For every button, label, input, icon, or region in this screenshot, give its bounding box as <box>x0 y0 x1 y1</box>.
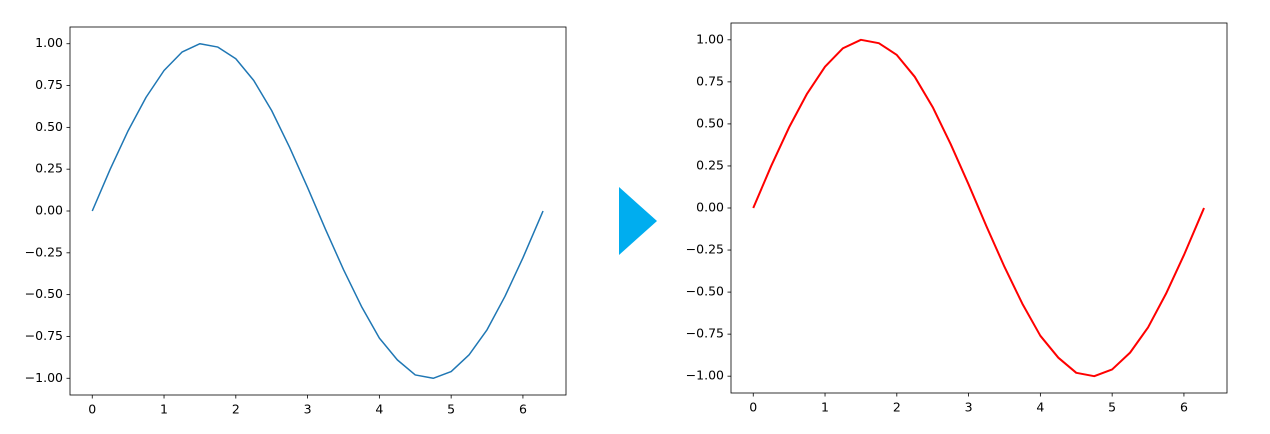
y-tick-label: −1.00 <box>686 368 724 383</box>
x-tick-label: 1 <box>160 402 168 417</box>
y-tick-label: 0.50 <box>35 119 63 134</box>
arrow <box>619 187 657 255</box>
x-tick-label: 4 <box>1036 400 1044 415</box>
y-tick-label: 0.00 <box>35 203 63 218</box>
x-tick-label: 2 <box>232 402 240 417</box>
x-tick-label: 5 <box>1108 400 1116 415</box>
y-tick-label: 0.25 <box>35 161 63 176</box>
x-tick-label: 5 <box>447 402 455 417</box>
line <box>91 42 544 380</box>
y-tick-label: 0.75 <box>35 77 63 92</box>
x-tick-label: 6 <box>1180 400 1188 415</box>
x-tick-label: 0 <box>749 400 757 415</box>
y-tick-label: 0.00 <box>696 200 724 215</box>
y-tick-label: −0.50 <box>686 284 724 299</box>
y-tick-label: 1.00 <box>696 31 724 46</box>
y-tick-label: −1.00 <box>25 370 63 385</box>
y-tick-label: 0.75 <box>696 73 724 88</box>
y-tick-label: 0.50 <box>696 115 724 130</box>
x-tick-label: 4 <box>375 402 383 417</box>
y-tick-label: −0.25 <box>686 242 724 257</box>
line <box>752 38 1205 378</box>
x-tick-label: 2 <box>893 400 901 415</box>
y-tick-label: −0.25 <box>25 244 63 259</box>
x-tick-label: 3 <box>304 402 312 417</box>
y-tick-label: −0.75 <box>25 328 63 343</box>
x-tick-label: 0 <box>88 402 96 417</box>
y-tick-label: −0.75 <box>686 326 724 341</box>
x-tick-label: 1 <box>821 400 829 415</box>
y-tick-label: 0.25 <box>696 157 724 172</box>
x-tick-label: 3 <box>965 400 973 415</box>
y-tick-label: −0.50 <box>25 286 63 301</box>
x-tick-label: 6 <box>519 402 527 417</box>
y-tick-label: 1.00 <box>35 35 63 50</box>
